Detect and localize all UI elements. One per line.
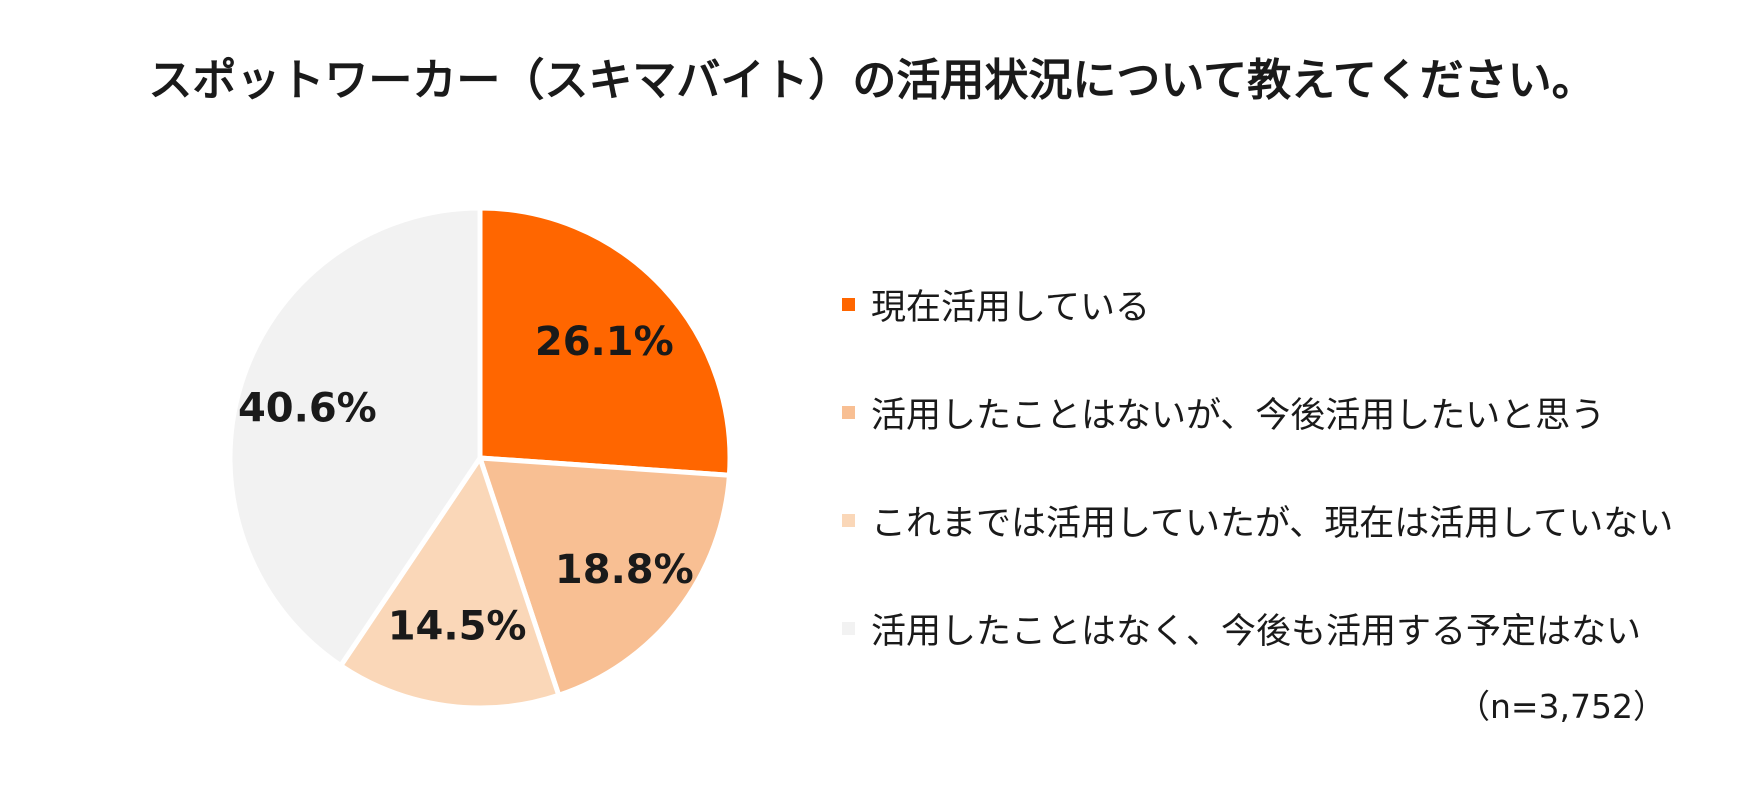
pie-slice	[477, 455, 732, 698]
pie-slice	[227, 205, 483, 669]
pie-svg: 26.1% 18.8% 14.5% 40.6%	[227, 205, 733, 711]
chart-title: スポットワーカー（スキマバイト）の活用状況について教えてください。	[148, 55, 1596, 106]
pie-slice	[338, 455, 562, 711]
slice-value-label: 40.6%	[238, 386, 377, 432]
pie-chart: 26.1% 18.8% 14.5% 40.6%	[190, 168, 770, 748]
legend-swatch	[842, 297, 855, 311]
legend-item: これまでは活用していたが、現在は活用していない	[842, 466, 1722, 574]
slice-value-label: 18.8%	[555, 547, 694, 593]
legend-swatch	[842, 621, 855, 635]
slice-value-label: 26.1%	[535, 319, 674, 365]
legend-item: 現在活用している	[842, 250, 1722, 358]
legend-swatch	[842, 513, 855, 527]
sample-size-note: （n=3,752）	[1456, 687, 1666, 726]
slice-value-label: 14.5%	[388, 603, 527, 649]
legend-item: 活用したことはなく、今後も活用する予定はない	[842, 574, 1722, 682]
legend: 現在活用している 活用したことはないが、今後活用したいと思う これまでは活用して…	[842, 250, 1722, 682]
legend-label: 活用したことはないが、今後活用したいと思う	[871, 395, 1606, 436]
legend-swatch	[842, 405, 855, 419]
legend-label: これまでは活用していたが、現在は活用していない	[871, 503, 1674, 544]
legend-label: 活用したことはなく、今後も活用する予定はない	[871, 611, 1642, 652]
pie-slice	[477, 205, 733, 478]
legend-label: 現在活用している	[871, 287, 1150, 328]
legend-item: 活用したことはないが、今後活用したいと思う	[842, 358, 1722, 466]
